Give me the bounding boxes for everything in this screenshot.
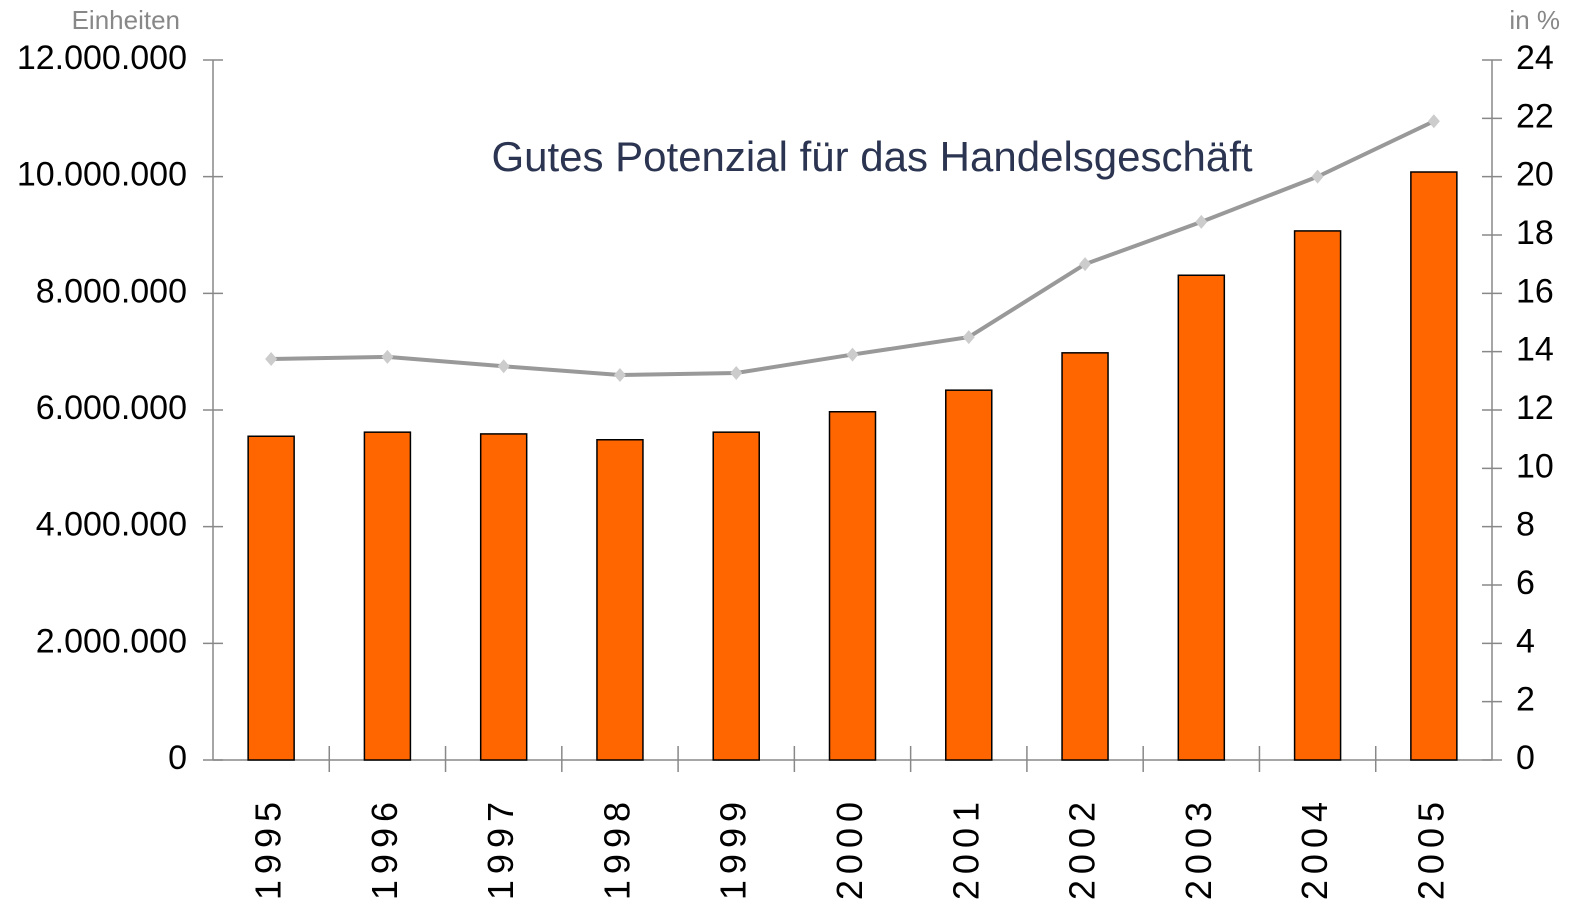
line-marker	[613, 368, 626, 382]
y2-tick-label: 2	[1516, 681, 1535, 719]
x-tick-label: 1997	[480, 796, 521, 900]
y-tick-label: 4.000.000	[36, 506, 187, 544]
line-marker	[846, 347, 859, 362]
line-marker	[265, 351, 278, 366]
bar	[1410, 171, 1458, 761]
y2-tick-label: 12	[1516, 389, 1554, 427]
y2-tick-label: 14	[1516, 331, 1554, 369]
y-tick-label: 10.000.000	[17, 156, 187, 194]
line-marker	[1079, 257, 1092, 272]
y2-tick-label: 16	[1516, 272, 1554, 310]
y-axis-label: Einheiten	[72, 5, 180, 35]
bar	[712, 431, 760, 761]
x-tick-label: 1995	[248, 796, 289, 900]
y2-tick-label: 22	[1516, 97, 1554, 135]
bar	[1293, 230, 1342, 761]
y2-tick-label: 8	[1516, 506, 1535, 544]
bar	[363, 431, 412, 761]
line-marker	[1427, 114, 1440, 129]
x-tick-label: 1998	[596, 796, 637, 900]
bar	[247, 435, 295, 761]
line-marker	[1311, 169, 1324, 184]
x-tick-label: 2002	[1062, 796, 1103, 900]
x-tick-label: 2000	[829, 796, 870, 900]
x-tick-label: 1996	[364, 796, 405, 900]
x-tick-label: 2005	[1410, 796, 1451, 900]
bar	[596, 439, 644, 761]
line-marker	[497, 359, 510, 374]
line-marker	[381, 349, 394, 364]
y-tick-label: 8.000.000	[36, 272, 187, 310]
y-tick-label: 12.000.000	[17, 39, 187, 77]
y-tick-label: 2.000.000	[36, 622, 187, 660]
y2-tick-label: 0	[1516, 739, 1535, 777]
x-tick-label: 2004	[1294, 796, 1335, 900]
y2-tick-label: 20	[1516, 156, 1554, 194]
bar	[828, 411, 877, 761]
y2-tick-label: 10	[1516, 447, 1554, 485]
bar	[479, 433, 528, 761]
y2-tick-label: 24	[1516, 39, 1554, 77]
line-marker	[1195, 214, 1208, 229]
bar	[945, 389, 993, 761]
y2-tick-label: 4	[1516, 622, 1535, 660]
bar	[1061, 352, 1109, 761]
line-marker	[962, 330, 975, 345]
y2-axis-label: in %	[1509, 5, 1560, 35]
x-tick-label: 1999	[713, 796, 754, 900]
y2-tick-label: 18	[1516, 214, 1554, 252]
y2-tick-label: 6	[1516, 564, 1535, 602]
y-tick-label: 0	[168, 739, 187, 777]
x-tick-label: 2003	[1178, 796, 1219, 900]
line-marker	[730, 365, 743, 380]
y-tick-label: 6.000.000	[36, 389, 187, 427]
annotation: Gutes Potenzial für das Handelsgeschäft	[491, 133, 1252, 180]
bar	[1177, 274, 1226, 761]
x-tick-label: 2001	[945, 796, 986, 900]
